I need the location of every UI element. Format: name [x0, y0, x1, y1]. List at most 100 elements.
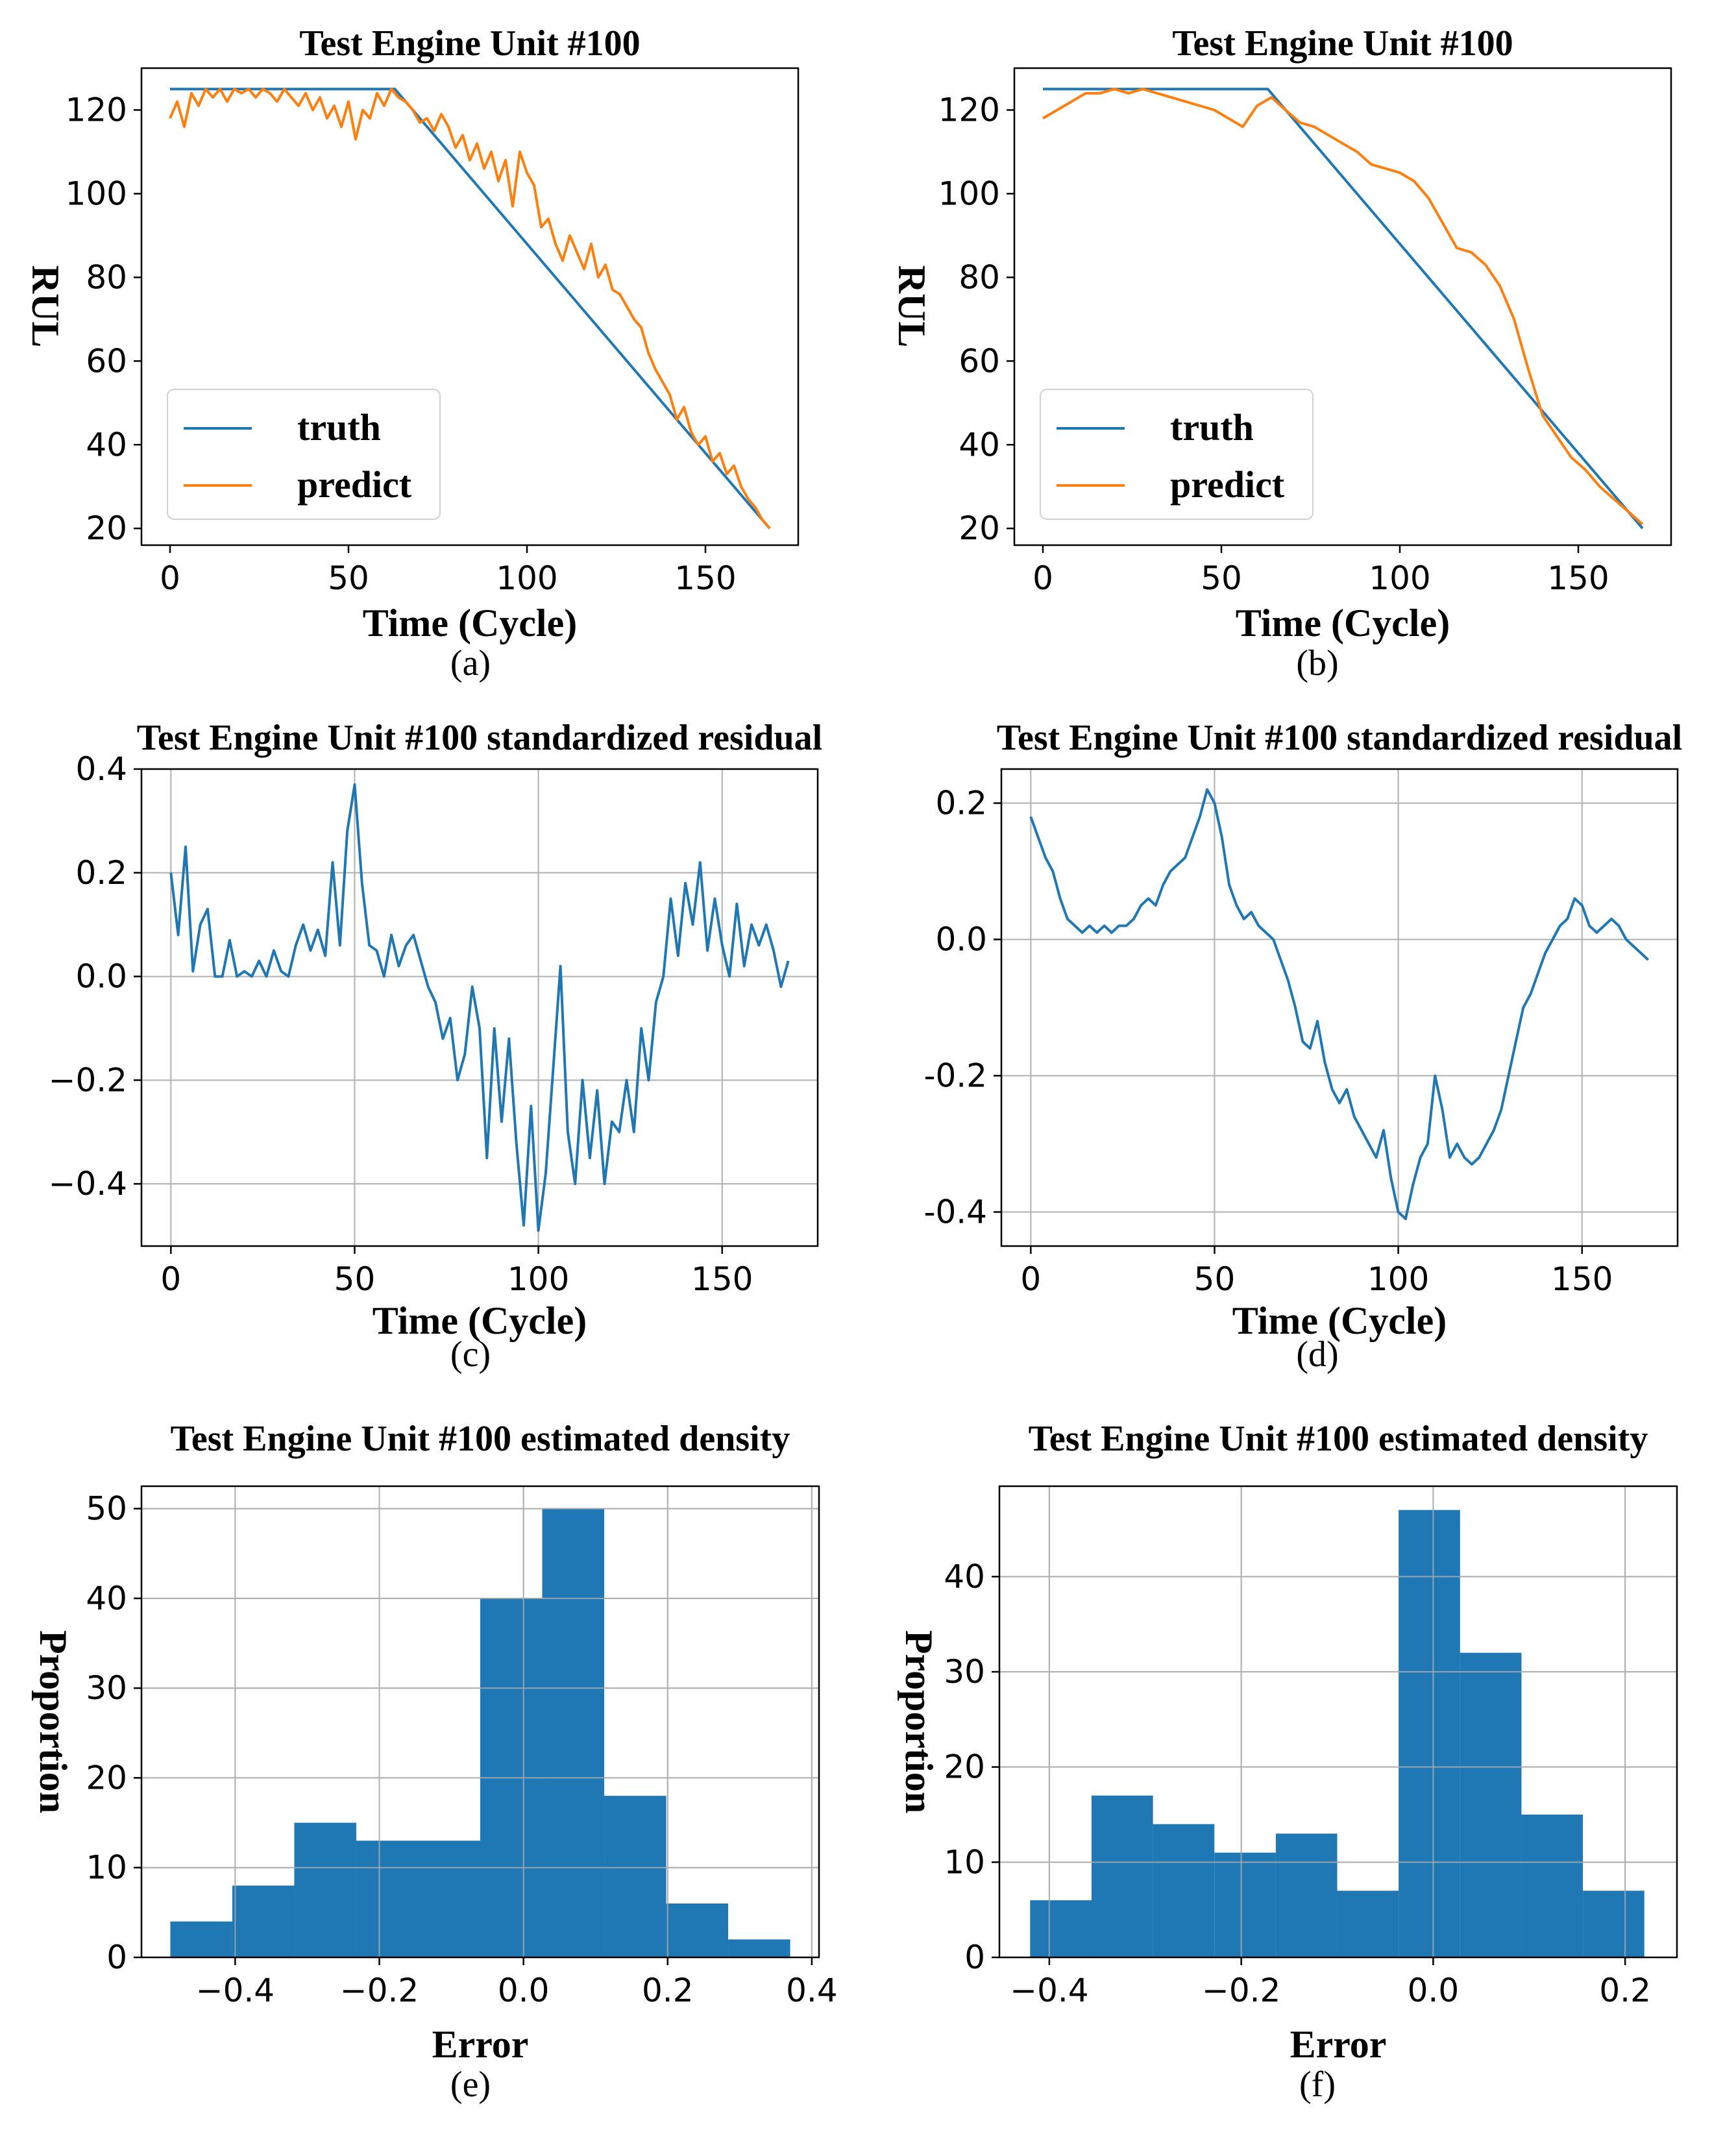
f-histogram-bar-5: [1337, 1891, 1399, 1957]
e-histogram-bar-6: [542, 1508, 605, 1957]
e-x-tick-label-1: −0.2: [340, 1972, 419, 2009]
c-series-residual-line: [169, 783, 790, 1232]
panel-e-chart: Test Engine Unit #100 estimated density −…: [32, 1419, 838, 2066]
d-series-residual-line: [1029, 788, 1650, 1220]
d-y-tick-label-1: -0.2: [923, 1057, 987, 1095]
caption-b: (b): [1296, 643, 1339, 683]
f-histogram-bar-3: [1214, 1852, 1276, 1957]
e-x-tick-label-3: 0.2: [642, 1972, 694, 2009]
e-y-tick-label-3: 30: [86, 1669, 127, 1707]
b-x-axis-label: Time (Cycle): [1236, 602, 1450, 644]
d-y-tick-label-3: 0.2: [935, 785, 987, 822]
b-x-tick-label-1: 50: [1201, 559, 1242, 597]
f-y-tick-label-4: 40: [944, 1558, 985, 1595]
a-x-axis-label: Time (Cycle): [363, 602, 577, 644]
panel-d-chart: Test Engine Unit #100 standardized resid…: [923, 718, 1682, 1342]
e-histogram-bar-1: [232, 1885, 295, 1957]
b-series-predict-line: [1042, 88, 1644, 526]
a-x-tick-label-2: 100: [496, 559, 557, 597]
e-y-tick-label-0: 0: [106, 1939, 127, 1976]
e-x-tick-label-0: −0.4: [196, 1972, 275, 2009]
c-x-tick-label-2: 100: [507, 1260, 569, 1298]
d-axes-frame: [1000, 768, 1679, 1247]
e-x-tick-label-4: 0.4: [786, 1972, 838, 2009]
b-legend-label-truth: truth: [1170, 406, 1254, 448]
c-y-tick-label-2: 0.0: [75, 958, 127, 996]
a-series-truth-line: [170, 88, 771, 530]
a-x-tick-label-1: 50: [328, 559, 369, 597]
b-axes-frame: [1013, 67, 1672, 546]
e-y-tick-label-4: 40: [86, 1580, 127, 1617]
f-x-axis-label: Error: [1290, 2023, 1387, 2066]
a-y-tick-label-1: 40: [86, 426, 127, 463]
f-axes-frame: [998, 1485, 1678, 1959]
f-histogram-bar-2: [1153, 1824, 1215, 1957]
f-y-tick-label-2: 20: [944, 1748, 985, 1786]
a-x-tick-label-3: 150: [674, 559, 736, 597]
b-y-tick-label-1: 40: [959, 426, 1000, 463]
b-y-tick-label-5: 120: [938, 91, 1000, 129]
a-series-predict-line: [169, 88, 771, 530]
e-y-axis-label: Proportion: [32, 1630, 75, 1813]
panel-a-chart: Test Engine Unit #100 0 50 100 150 20 40 60 80 10…: [24, 23, 800, 644]
d-x-axis-label: Time (Cycle): [1232, 1299, 1447, 1342]
e-histogram-bar-8: [666, 1904, 729, 1957]
a-y-tick-label-3: 80: [86, 258, 127, 296]
d-x-tick-label-3: 150: [1551, 1260, 1613, 1298]
a-y-tick-label-0: 20: [86, 509, 127, 547]
b-y-tick-label-4: 100: [938, 175, 1000, 212]
f-histogram-bar-9: [1583, 1891, 1644, 1957]
e-histogram-bar-9: [728, 1939, 790, 1957]
c-x-axis-label: Time (Cycle): [373, 1299, 587, 1342]
f-x-tick-label-3: 0.2: [1599, 1972, 1651, 2009]
a-chart-title: Test Engine Unit #100: [299, 23, 640, 64]
c-y-tick-label-3: 0.2: [75, 854, 127, 892]
b-chart-title: Test Engine Unit #100: [1172, 23, 1513, 64]
e-y-tick-label-2: 20: [86, 1759, 127, 1796]
e-x-axis-label: Error: [432, 2023, 529, 2066]
d-x-tick-label-2: 100: [1367, 1260, 1429, 1298]
e-y-tick-label-5: 50: [86, 1490, 127, 1528]
caption-d: (d): [1296, 1334, 1339, 1375]
a-legend-label-truth: truth: [297, 406, 381, 448]
c-x-tick-label-1: 50: [334, 1260, 376, 1298]
e-histogram-bar-0: [170, 1921, 232, 1957]
c-y-tick-label-1: −0.2: [49, 1061, 127, 1099]
e-histogram-bar-3: [356, 1841, 419, 1957]
c-x-tick-label-0: 0: [160, 1260, 181, 1298]
f-x-tick-label-0: −0.4: [1010, 1972, 1088, 2009]
e-y-tick-label-1: 10: [86, 1849, 127, 1887]
f-y-tick-label-0: 0: [964, 1939, 985, 1976]
caption-c: (c): [450, 1334, 491, 1375]
panel-b-chart: Test Engine Unit #100 0 50 100 150 20 40 60 80 10…: [890, 23, 1672, 644]
f-histogram-bar-7: [1460, 1652, 1522, 1957]
a-y-axis-label: RUL: [24, 265, 67, 348]
f-chart-title: Test Engine Unit #100 estimated density: [1029, 1419, 1648, 1459]
b-legend: truth predict: [1040, 389, 1314, 520]
b-y-tick-label-0: 20: [959, 509, 1000, 547]
a-y-tick-label-5: 120: [66, 91, 127, 129]
a-y-tick-label-4: 100: [66, 175, 127, 212]
e-histogram-bar-2: [294, 1822, 356, 1957]
panel-c-chart: Test Engine Unit #100 standardized resid…: [49, 718, 823, 1342]
b-legend-label-predict: predict: [1170, 463, 1285, 506]
b-x-tick-label-3: 150: [1547, 559, 1609, 597]
f-histogram-bar-8: [1521, 1815, 1583, 1957]
e-histogram-bar-7: [604, 1796, 666, 1957]
c-y-tick-label-0: −0.4: [49, 1165, 127, 1203]
e-x-tick-label-2: 0.0: [498, 1972, 550, 2009]
panel-f-chart: Test Engine Unit #100 estimated density −…: [898, 1419, 1678, 2066]
f-histogram-bar-6: [1399, 1510, 1460, 1957]
caption-a: (a): [450, 643, 491, 683]
a-legend: truth predict: [167, 389, 441, 520]
f-y-tick-label-3: 30: [944, 1653, 985, 1691]
a-legend-label-predict: predict: [297, 463, 412, 506]
c-x-tick-label-3: 150: [691, 1260, 753, 1298]
c-axes-frame: [140, 768, 819, 1247]
d-x-tick-label-0: 0: [1020, 1260, 1041, 1298]
f-histogram-bar-1: [1091, 1795, 1153, 1957]
b-x-tick-label-2: 100: [1369, 559, 1430, 597]
d-x-tick-label-1: 50: [1194, 1260, 1236, 1298]
f-histogram-bar-4: [1275, 1833, 1338, 1957]
